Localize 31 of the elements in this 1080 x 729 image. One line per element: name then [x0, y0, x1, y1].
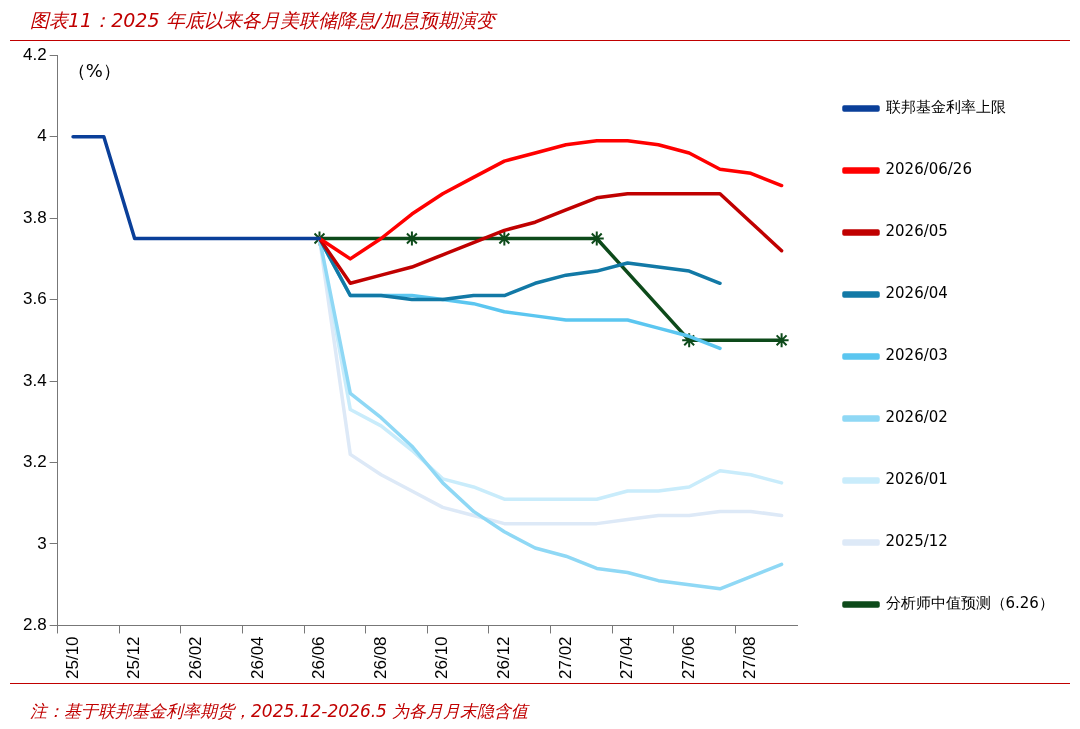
legend-label: 联邦基金利率上限	[885, 98, 1006, 117]
y-tick-label: 3.6	[22, 289, 47, 309]
y-tick-label: 3.4	[22, 370, 47, 390]
y-tick-label: 3.2	[22, 452, 47, 472]
legend-label: 2026/02	[885, 408, 948, 427]
legend-label: 2026/05	[885, 222, 948, 241]
y-axis-title: （%）	[67, 59, 121, 81]
legend-label: 2026/04	[885, 284, 948, 303]
x-tick-label: 26/04	[247, 636, 267, 680]
legend-label: 2026/06/26	[885, 160, 972, 179]
x-tick-label: 26/02	[185, 636, 205, 680]
legend-label: 2025/12	[885, 532, 948, 551]
x-tick-label: 25/12	[124, 636, 144, 680]
y-tick-label: 4.2	[22, 44, 47, 64]
x-tick-label: 27/04	[617, 636, 637, 680]
x-tick-label: 26/08	[370, 636, 390, 680]
x-tick-label: 26/10	[432, 636, 452, 680]
y-tick-label: 3	[37, 533, 47, 553]
y-tick-label: 3.8	[22, 207, 47, 227]
x-tick-label: 27/08	[740, 636, 760, 680]
x-tick-label: 27/06	[678, 636, 698, 680]
legend-label: 分析师中值预测（6.26）	[885, 594, 1054, 613]
x-tick-label: 26/06	[309, 636, 329, 680]
y-tick-label: 2.8	[22, 615, 47, 635]
x-tick-label: 27/02	[555, 636, 575, 680]
y-tick-label: 4	[37, 126, 47, 146]
x-tick-label: 25/10	[62, 636, 82, 680]
legend-label: 2026/03	[885, 346, 948, 365]
text: 注：基于联邦基金利率期货，2025.12-2026.5 为各月月末隐含值	[30, 700, 529, 723]
legend-label: 2026/01	[885, 470, 948, 489]
x-tick-label: 26/12	[494, 636, 514, 680]
